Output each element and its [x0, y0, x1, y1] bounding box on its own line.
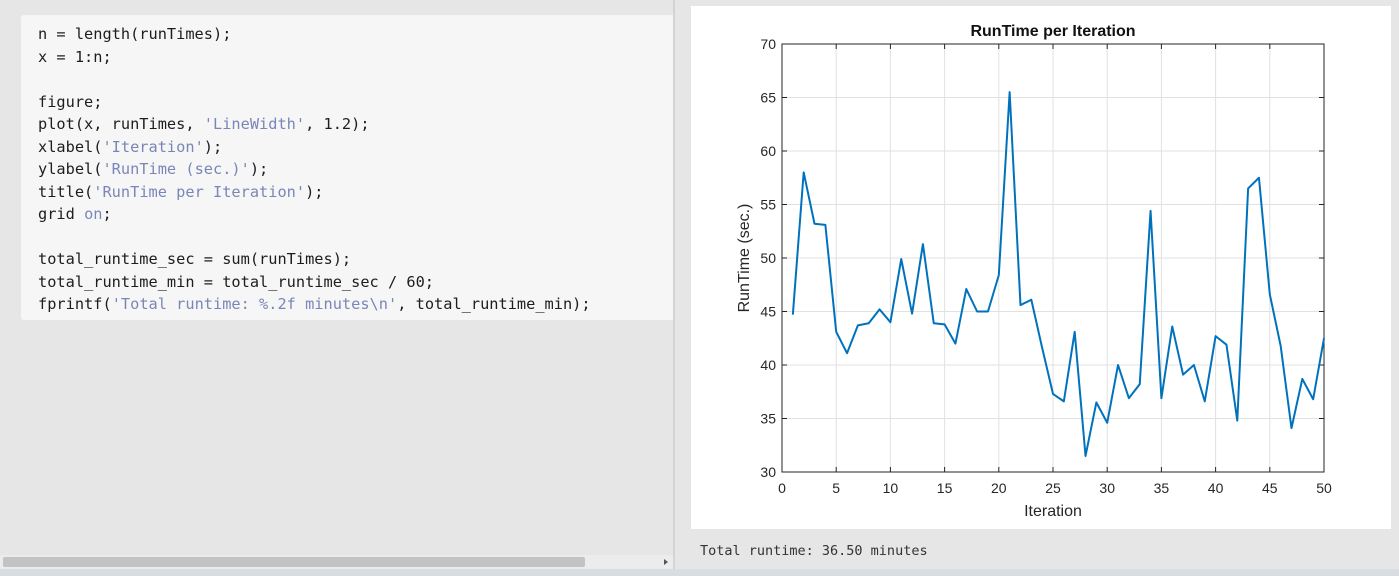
code-line: title('RunTime per Iteration'); — [38, 181, 591, 204]
y-tick-label: 30 — [760, 464, 776, 480]
x-tick-label: 50 — [1316, 480, 1332, 496]
code-line: xlabel('Iteration'); — [38, 136, 591, 159]
x-tick-label: 30 — [1099, 480, 1115, 496]
runtime-chart: 0 5 10 15 20 25 30 35 40 45 50 30 35 40 45 50 55 60 65 70 Ru… — [736, 23, 1332, 520]
code-token: n = length(runTimes); — [38, 25, 232, 43]
code-line: x = 1:n; — [38, 46, 591, 69]
code-token: grid — [38, 205, 85, 223]
code-string-token: 'LineWidth' — [203, 115, 306, 133]
runtime-output-text: Total runtime: 36.50 minutes — [700, 543, 928, 559]
code-line: plot(x, runTimes, 'LineWidth', 1.2); — [38, 113, 591, 136]
code-token: total_runtime_min = total_runtime_sec / … — [38, 272, 435, 291]
code-token: , 1.2); — [305, 115, 370, 133]
x-tick-label: 0 — [778, 480, 786, 496]
code-token: ylabel( — [38, 160, 103, 178]
code-token: ); — [305, 182, 324, 201]
x-tick-label: 40 — [1208, 480, 1224, 496]
code-string-token: 'RunTime per Iteration' — [93, 182, 306, 201]
code-token: ; — [102, 205, 112, 223]
x-tick-label: 35 — [1154, 480, 1170, 496]
scrollbar-thumb[interactable] — [3, 557, 585, 567]
code-token: ); — [249, 160, 269, 178]
chart-title: RunTime per Iteration — [970, 23, 1135, 40]
figure-panel: 0 5 10 15 20 25 30 35 40 45 50 30 35 40 45 50 55 60 65 70 Ru… — [691, 6, 1391, 529]
x-tick-label: 45 — [1262, 480, 1278, 496]
x-axis-label: Iteration — [1024, 503, 1082, 520]
code-line: total_runtime_sec = sum(runTimes); — [38, 248, 591, 271]
y-tick-label: 65 — [760, 90, 776, 106]
code-line: grid on; — [38, 203, 591, 226]
code-pane: n = length(runTimes); x = 1:n; figure; plot… — [0, 0, 673, 576]
code-token: total_runtime_sec = sum(runTimes); — [38, 250, 352, 268]
y-tick-label: 45 — [760, 304, 776, 320]
horizontal-scrollbar[interactable] — [0, 555, 673, 569]
code-line — [38, 226, 591, 249]
x-tick-label: 5 — [832, 480, 840, 496]
y-tick-label: 35 — [760, 411, 776, 427]
code-keyword-token: on — [84, 205, 103, 223]
y-axis-label: RunTime (sec.) — [736, 204, 753, 313]
y-tick-label: 70 — [760, 36, 776, 52]
y-tick-label: 55 — [760, 197, 776, 213]
code-string-token: 'Total runtime: %.2f minutes\n' — [111, 295, 398, 313]
x-tick-label: 25 — [1045, 480, 1061, 496]
code-string-token: 'RunTime (sec.)' — [102, 160, 250, 178]
code-token: ); — [203, 137, 223, 156]
code-token: plot(x, runTimes, — [38, 115, 204, 133]
code-line — [38, 68, 591, 91]
code-line: total_runtime_min = total_runtime_sec / … — [38, 271, 591, 294]
code-token: fprintf( — [38, 295, 112, 313]
code-block[interactable]: n = length(runTimes); x = 1:n; figure; plot… — [21, 15, 673, 320]
x-tick-label: 10 — [883, 480, 899, 496]
code-line: figure; — [38, 91, 591, 114]
code-line: ylabel('RunTime (sec.)'); — [38, 158, 591, 181]
code-line: n = length(runTimes); — [38, 23, 591, 46]
series-line — [791, 91, 1325, 457]
code-token: x = 1:n; — [38, 47, 112, 66]
code-token: , total_runtime_min); — [397, 295, 591, 313]
y-tick-label: 50 — [760, 250, 776, 266]
y-tick-label: 40 — [760, 357, 776, 373]
bottom-strip — [0, 569, 1399, 576]
code-lines: n = length(runTimes); x = 1:n; figure; plot… — [38, 23, 591, 316]
code-token: title( — [38, 182, 94, 201]
code-token: xlabel( — [38, 137, 103, 156]
y-tick-label: 60 — [760, 143, 776, 159]
scroll-right-icon[interactable] — [661, 557, 671, 567]
code-line: fprintf('Total runtime: %.2f minutes\n',… — [38, 293, 591, 316]
x-tick-label: 15 — [937, 480, 953, 496]
pane-divider[interactable] — [673, 0, 675, 576]
code-token: figure; — [38, 92, 103, 111]
output-pane: 0 5 10 15 20 25 30 35 40 45 50 30 35 40 45 50 55 60 65 70 Ru… — [675, 0, 1399, 576]
code-string-token: 'Iteration' — [102, 137, 204, 156]
x-tick-label: 20 — [991, 480, 1007, 496]
